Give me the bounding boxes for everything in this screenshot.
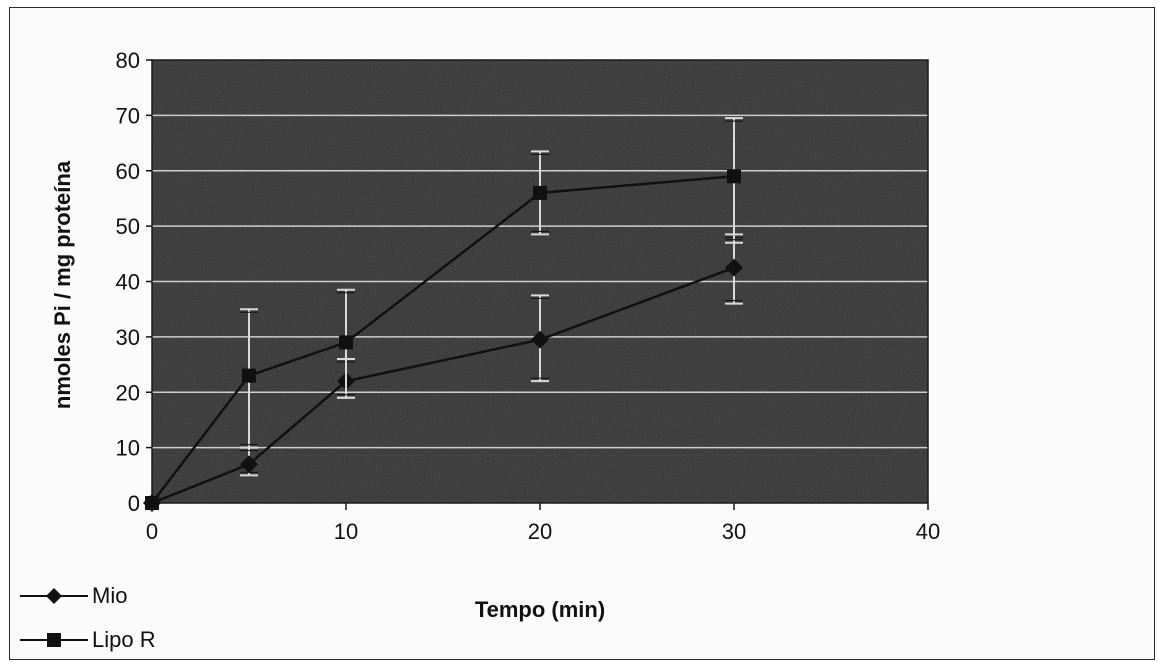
y-tick-label-10: 10 — [116, 436, 140, 461]
y-axis-title: nmoles Pi / mg proteína — [50, 160, 75, 409]
point-lipo-r-10 — [339, 335, 353, 350]
point-lipo-r-30 — [727, 169, 741, 184]
point-lipo-r-20 — [533, 185, 547, 200]
y-tick-label-40: 40 — [116, 270, 140, 295]
point-lipo-r-5 — [242, 368, 256, 383]
point-mio-5 — [240, 455, 258, 474]
x-axis: 0 10 20 30 40 — [146, 503, 940, 544]
y-tick-label-20: 20 — [116, 380, 140, 405]
point-mio-20 — [531, 330, 549, 349]
point-lipo-r-0 — [145, 496, 159, 510]
x-tick-label-10: 10 — [334, 519, 358, 544]
x-tick-label-30: 30 — [722, 519, 746, 544]
plot-area — [151, 59, 929, 504]
x-tick-label-0: 0 — [146, 519, 158, 544]
y-tick-label-30: 30 — [116, 325, 140, 350]
y-tick-label-60: 60 — [116, 159, 140, 184]
legend-item-lipo-r: Lipo R — [20, 627, 156, 652]
x-axis-title: Tempo (min) — [475, 597, 605, 622]
legend-label-mio: Mio — [92, 583, 127, 608]
series-lipo-r — [145, 117, 743, 510]
diamond-marker-icon — [46, 588, 62, 604]
legend: Mio Lipo R — [20, 583, 156, 652]
x-tick-label-40: 40 — [916, 519, 940, 544]
point-mio-30 — [725, 258, 743, 277]
y-tick-label-80: 80 — [116, 48, 140, 73]
legend-item-mio: Mio — [20, 583, 127, 608]
series-layer — [143, 117, 743, 512]
square-marker-icon — [47, 633, 61, 647]
y-tick-label-0: 0 — [128, 491, 140, 516]
error-bar-lipo-r-10 — [337, 288, 355, 399]
y-axis: 0 10 20 30 40 50 60 70 80 — [116, 48, 152, 516]
x-tick-label-20: 20 — [528, 519, 552, 544]
y-tick-label-50: 50 — [116, 214, 140, 239]
legend-label-lipo-r: Lipo R — [92, 627, 156, 652]
y-tick-label-70: 70 — [116, 103, 140, 128]
